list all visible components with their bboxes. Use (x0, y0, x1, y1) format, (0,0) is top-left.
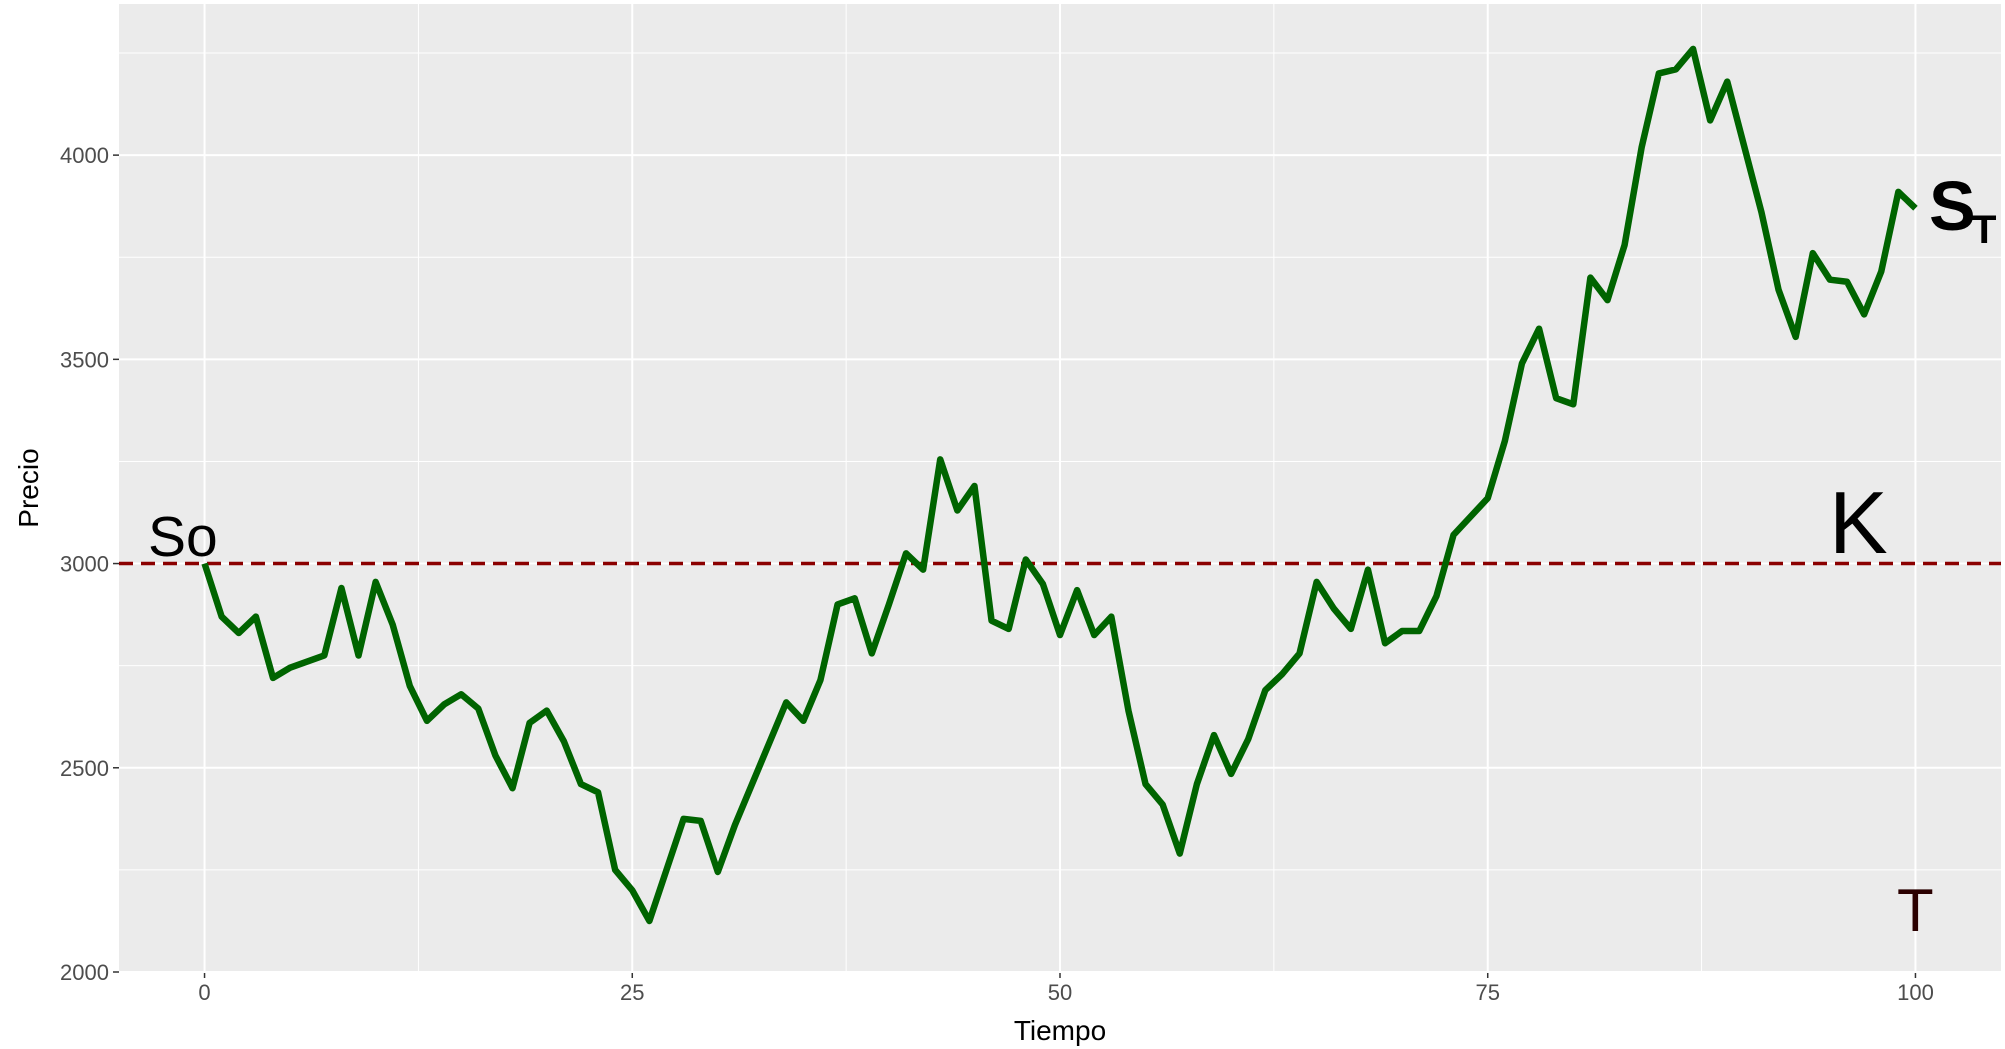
x-tick-label: 75 (1475, 980, 1499, 1005)
x-tick-label: 0 (198, 980, 210, 1005)
x-tick-label: 50 (1048, 980, 1072, 1005)
x-tick-label: 25 (620, 980, 644, 1005)
y-tick-label: 2000 (60, 960, 109, 985)
x-tick-label: 100 (1897, 980, 1934, 1005)
y-axis-title: Precio (13, 448, 44, 527)
annotation: T (1897, 877, 1934, 944)
price-line (201, 45, 1918, 925)
annotation: S (1929, 167, 1976, 245)
x-axis-title: Tiempo (1014, 1015, 1106, 1046)
y-tick-label: 2500 (60, 756, 109, 781)
annotation: So (148, 505, 218, 569)
annotation-subscript: T (1972, 208, 1996, 252)
y-tick-label: 3000 (60, 552, 109, 577)
annotation: K (1829, 473, 1888, 572)
y-tick-label: 4000 (60, 143, 109, 168)
y-tick-label: 3500 (60, 347, 109, 372)
